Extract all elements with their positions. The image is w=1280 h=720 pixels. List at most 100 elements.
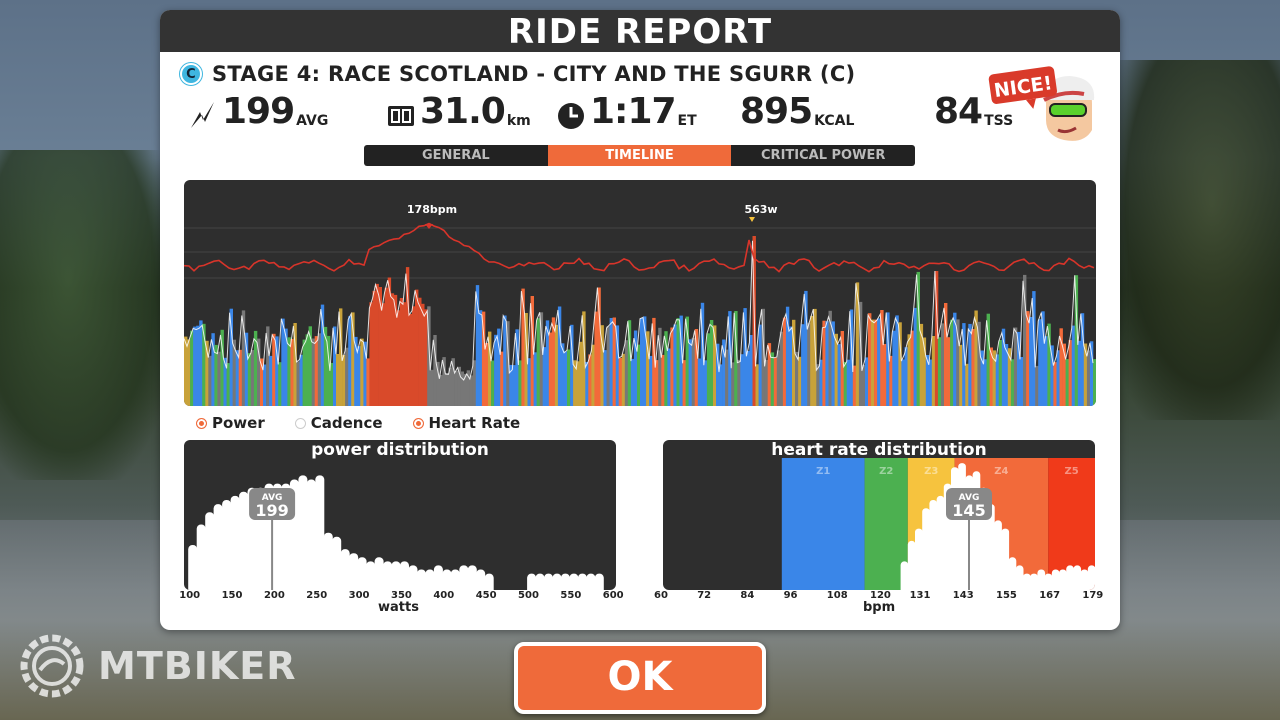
timeline-bar bbox=[305, 334, 309, 406]
timeline-bar bbox=[928, 359, 933, 406]
distribution-bar bbox=[527, 573, 537, 590]
timeline-bar bbox=[551, 317, 556, 406]
timeline-bar bbox=[910, 330, 914, 406]
distribution-bar bbox=[569, 573, 579, 590]
hr-zone-label: Z2 bbox=[879, 466, 893, 477]
distribution-bar bbox=[1044, 573, 1053, 590]
timeline-bar bbox=[363, 341, 367, 406]
axis-tick: 350 bbox=[391, 590, 412, 601]
timeline-bar bbox=[1074, 275, 1079, 406]
timeline-bar bbox=[770, 352, 775, 406]
timeline-bar bbox=[296, 361, 300, 406]
report-tabs: GENERAL TIMELINE CRITICAL POWER bbox=[364, 145, 915, 166]
timeline-bar bbox=[260, 358, 264, 406]
timeline-bar bbox=[1062, 343, 1066, 406]
tab-general[interactable]: GENERAL bbox=[364, 145, 548, 166]
timeline-bar bbox=[299, 354, 303, 406]
cadence-radio-icon[interactable] bbox=[294, 417, 306, 429]
timeline-bar bbox=[205, 340, 209, 406]
distribution-bar bbox=[1087, 565, 1095, 590]
timeline-chart[interactable]: 178bpm 563w bbox=[184, 180, 1096, 406]
axis-tick: 84 bbox=[740, 590, 755, 601]
timeline-bar bbox=[518, 360, 522, 406]
heart-rate-radio-icon[interactable] bbox=[412, 417, 424, 429]
timeline-bar bbox=[904, 347, 908, 406]
legend-heart-rate[interactable]: Heart Rate bbox=[412, 414, 520, 432]
timeline-bar bbox=[825, 321, 829, 406]
ride-report-panel: RIDE REPORT C STAGE 4: RACE SCOTLAND - C… bbox=[160, 10, 1120, 630]
timeline-bar bbox=[792, 319, 796, 406]
hr-zone-2 bbox=[864, 458, 908, 590]
timeline-bar bbox=[381, 303, 385, 406]
timeline-bar bbox=[637, 344, 641, 406]
timeline-bar bbox=[834, 333, 838, 406]
timeline-bar bbox=[861, 364, 866, 406]
timeline-bar bbox=[469, 375, 474, 406]
distribution-bar bbox=[1001, 528, 1010, 590]
timeline-bar bbox=[573, 360, 577, 406]
timeline-bar bbox=[633, 330, 638, 406]
timeline-bar bbox=[591, 344, 595, 406]
timeline-bar bbox=[396, 310, 401, 406]
distribution-bar bbox=[357, 557, 367, 590]
timeline-bar bbox=[709, 320, 714, 406]
timeline-bar bbox=[545, 320, 550, 406]
timeline-bar bbox=[536, 318, 540, 406]
timeline-bar bbox=[855, 282, 860, 406]
timeline-bar bbox=[612, 317, 616, 406]
timeline-bar bbox=[412, 306, 416, 406]
distribution-bar bbox=[987, 504, 995, 590]
timeline-bar bbox=[898, 322, 902, 406]
timeline-bar bbox=[533, 352, 537, 406]
legend-cadence[interactable]: Cadence bbox=[294, 414, 383, 432]
stage-heading: C STAGE 4: RACE SCOTLAND - CITY AND THE … bbox=[180, 62, 855, 86]
distribution-bar bbox=[366, 561, 376, 590]
timeline-bar bbox=[287, 337, 291, 406]
timeline-bar bbox=[269, 355, 273, 406]
timeline-legend: Power Cadence Heart Rate bbox=[196, 414, 520, 432]
timeline-bar bbox=[497, 328, 501, 406]
timeline-bar bbox=[250, 350, 255, 406]
timeline-bar bbox=[643, 316, 647, 406]
legend-power[interactable]: Power bbox=[196, 414, 265, 432]
distribution-bar bbox=[1073, 565, 1082, 590]
axis-tick: 200 bbox=[263, 590, 285, 601]
axis-tick: 143 bbox=[952, 590, 974, 601]
timeline-bar bbox=[430, 369, 434, 406]
tab-critical-power[interactable]: CRITICAL POWER bbox=[731, 145, 915, 166]
timeline-bar bbox=[1023, 274, 1027, 406]
distribution-bar bbox=[332, 536, 342, 590]
timeline-bar bbox=[539, 312, 544, 406]
timeline-bar bbox=[1068, 340, 1072, 406]
timeline-bar bbox=[667, 348, 671, 406]
timeline-bar bbox=[336, 354, 340, 406]
stat-distance: 31.0 km bbox=[386, 92, 531, 132]
distribution-bar bbox=[1037, 569, 1046, 590]
timeline-bar bbox=[208, 355, 212, 406]
timeline-bar bbox=[919, 323, 924, 406]
timeline-bar bbox=[840, 331, 844, 406]
watermark-text: MTBIKER bbox=[98, 644, 297, 688]
timeline-bar bbox=[889, 355, 893, 406]
axis-tick: 72 bbox=[697, 590, 712, 601]
axis-tick: 550 bbox=[560, 590, 582, 601]
axis-tick: 300 bbox=[348, 590, 370, 601]
power-radio-icon[interactable] bbox=[196, 417, 207, 429]
timeline-bar bbox=[880, 310, 884, 406]
timeline-bar bbox=[624, 340, 629, 406]
distribution-bar bbox=[900, 561, 909, 590]
timeline-bar bbox=[746, 351, 750, 406]
timeline-bar bbox=[679, 315, 683, 406]
distribution-bar bbox=[1008, 557, 1017, 590]
distribution-bar bbox=[1051, 569, 1060, 590]
timeline-bar bbox=[275, 336, 279, 406]
tab-timeline[interactable]: TIMELINE bbox=[547, 145, 732, 166]
timeline-bar bbox=[278, 362, 282, 406]
timeline-bar bbox=[706, 333, 711, 406]
hr-zone-label: Z4 bbox=[994, 466, 1008, 477]
timeline-bar bbox=[980, 350, 984, 406]
timeline-bar bbox=[223, 357, 227, 406]
ok-button[interactable]: OK bbox=[514, 642, 766, 714]
timeline-bar bbox=[901, 359, 905, 406]
timeline-bar bbox=[685, 316, 689, 406]
